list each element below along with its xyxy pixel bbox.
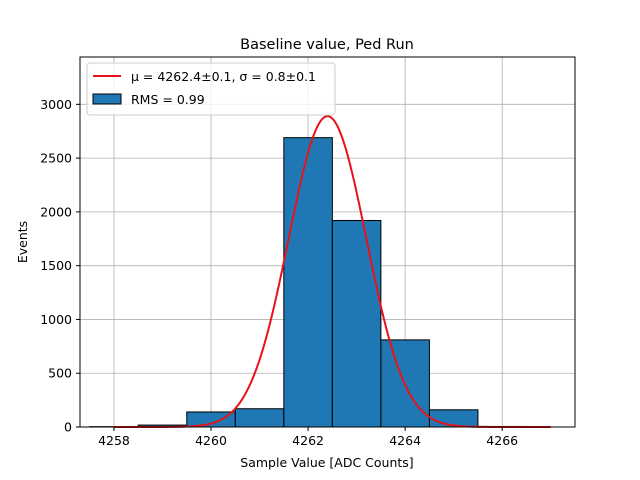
histogram-bar — [331, 219, 382, 428]
histogram-bar — [283, 137, 333, 428]
legend-rms-swatch — [92, 93, 122, 105]
x-tick-label: 4266 — [486, 433, 518, 448]
x-tick-label: 4264 — [389, 433, 421, 448]
legend-box — [86, 62, 336, 116]
chart-title: Baseline value, Ped Run — [240, 37, 414, 53]
y-tick-label: 2500 — [40, 151, 72, 166]
y-tick-label: 1000 — [40, 312, 72, 327]
histogram-bars — [89, 137, 527, 428]
x-axis-label: Sample Value [ADC Counts] — [240, 455, 413, 470]
x-tick-label: 4258 — [98, 433, 130, 448]
y-tick-label: 0 — [64, 420, 72, 435]
x-tick-label: 4260 — [195, 433, 227, 448]
y-tick-label: 2000 — [40, 204, 72, 219]
x-tick-label: 4262 — [292, 433, 324, 448]
legend-fit-label: μ = 4262.4±0.1, σ = 0.8±0.1 — [131, 69, 316, 84]
x-axis-ticks: 4258 4260 4262 4264 4266 — [98, 427, 518, 448]
y-tick-label: 1500 — [40, 258, 72, 273]
legend-rms-label: RMS = 0.99 — [131, 92, 205, 107]
y-tick-label: 3000 — [40, 97, 72, 112]
legend: μ = 4262.4±0.1, σ = 0.8±0.1 RMS = 0.99 — [86, 62, 336, 116]
plot-frame — [79, 56, 576, 428]
y-axis-label: Events — [15, 221, 30, 263]
y-tick-label: 500 — [48, 366, 72, 381]
y-axis-ticks: 0 500 1000 1500 2000 2500 3000 — [40, 97, 80, 435]
histogram-bar — [234, 408, 285, 428]
